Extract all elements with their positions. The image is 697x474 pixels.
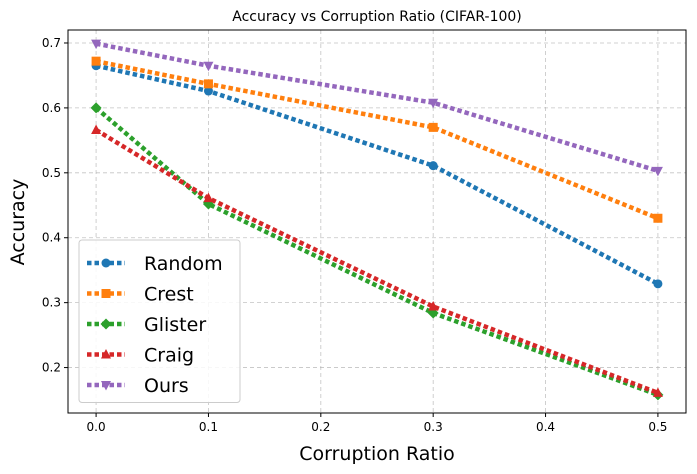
plot-area-frame [67,29,687,414]
y-tick-label: 0.5 [42,166,61,180]
y-tick-label: 0.7 [42,36,61,50]
y-axis-ticks: 0.2 0.3 0.4 0.5 0.6 0.7 [42,36,68,375]
legend-item-random: Random [87,253,223,275]
legend-item-craig: Craig [87,345,194,367]
legend-marker [101,349,111,359]
y-tick-label: 0.4 [42,231,61,245]
data-point [203,192,214,203]
data-point [652,387,663,397]
legend-label: Ours [144,375,189,397]
data-point [203,86,213,96]
data-point [653,213,663,223]
legend-label: Random [144,253,223,275]
legend-marker [101,258,111,268]
data-point [428,301,439,311]
x-tick-label: 0.3 [424,420,443,434]
data-point [428,98,439,109]
data-point [91,39,102,50]
legend-label: Crest [144,284,194,306]
x-tick-label: 0.4 [536,420,555,434]
x-tick-label: 0.1 [199,420,218,434]
series-layer [90,39,664,401]
y-tick-label: 0.3 [42,296,61,310]
legend-label: Craig [144,345,194,367]
series-line [95,41,659,174]
legend-box [78,239,241,403]
series-line [94,128,659,395]
x-axis-ticks: 0.0 0.1 0.2 0.3 0.4 0.5 [87,413,667,434]
data-point [203,79,213,89]
legend-marker [101,289,111,298]
x-tick-label: 0.0 [87,420,106,434]
legend-label: Glister [144,314,206,336]
x-tick-label: 0.5 [648,420,667,434]
x-tick-label: 0.2 [311,420,330,434]
series-line [94,106,659,397]
data-point [428,161,438,171]
series-line [95,63,659,286]
legend: Random Crest Glister Craig Ours [78,239,241,403]
x-axis-title: Corruption Ratio [299,443,455,465]
series-line [95,58,659,221]
series-craig [91,124,663,397]
series-crest [91,56,663,223]
y-tick-label: 0.2 [42,361,61,375]
chart-title: Accuracy vs Corruption Ratio (CIFAR-100) [232,9,522,25]
y-axis-title: Accuracy [7,179,29,266]
data-point [653,279,663,289]
legend-item-ours: Ours [87,375,189,397]
data-point [652,166,663,177]
data-point [203,61,214,72]
series-ours [91,39,663,177]
data-point [91,124,102,134]
legend-item-glister: Glister [87,314,206,336]
data-point [428,122,438,132]
legend-marker [100,318,112,330]
legend-marker [101,381,111,391]
legend-item-crest: Crest [87,284,194,306]
y-tick-label: 0.6 [42,101,61,115]
data-point [90,102,102,114]
series-random [91,61,663,289]
data-point [91,56,101,66]
